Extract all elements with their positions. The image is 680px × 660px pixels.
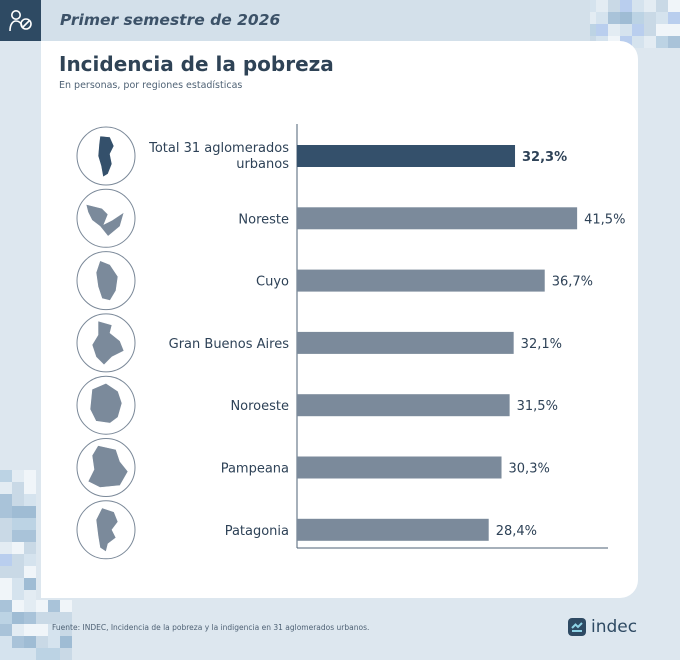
- brand-name: indec: [591, 617, 638, 637]
- footer-source: Fuente: INDEC, Incidencia de la pobreza …: [52, 623, 370, 632]
- region-map-icon: [89, 382, 123, 424]
- period-title: Primer semestre de 2026: [60, 11, 281, 29]
- decorative-mosaic-bottom: [0, 600, 72, 660]
- category-label: Total 31 aglomerados urbanos: [148, 141, 289, 172]
- bar-row: Pampeana 30,3%: [76, 438, 550, 497]
- region-map-icon: [95, 507, 119, 553]
- poverty-topic-icon: [8, 9, 32, 31]
- bar: [297, 331, 514, 354]
- bar: [297, 207, 578, 230]
- value-label: 32,3%: [522, 150, 567, 165]
- category-label: Cuyo: [256, 275, 289, 290]
- indec-brand: indec: [567, 617, 637, 637]
- region-map-icon: [97, 135, 115, 178]
- chart-card: [41, 41, 638, 598]
- value-label: 41,5%: [584, 212, 625, 227]
- region-map-icon: [91, 320, 125, 366]
- region-map-icon: [85, 203, 125, 237]
- bar: [297, 269, 545, 292]
- header-bar: [0, 0, 590, 41]
- value-label: 36,7%: [552, 275, 593, 290]
- bar-row: Cuyo 36,7%: [76, 251, 593, 311]
- decorative-mosaic-left: [0, 470, 36, 614]
- category-label: Noroeste: [230, 399, 289, 414]
- bar-row: Gran Buenos Aires 32,1%: [76, 313, 562, 373]
- chart-title: Incidencia de la pobreza: [59, 52, 334, 76]
- bar-row: Noroeste 31,5%: [76, 375, 558, 435]
- region-map-icon: [87, 445, 129, 488]
- bar-row: Total 31 aglomerados urbanos 32,3%: [76, 126, 567, 186]
- bar-row: Patagonia 28,4%: [76, 500, 537, 560]
- category-label: Gran Buenos Aires: [169, 337, 290, 352]
- category-label: Noreste: [238, 212, 289, 227]
- bar-row: Noreste 41,5%: [76, 188, 625, 248]
- bar: [297, 456, 502, 479]
- value-label: 30,3%: [509, 462, 550, 477]
- region-map-icon: [95, 260, 119, 301]
- chart-subtitle: En personas, por regiones estadísticas: [59, 80, 243, 91]
- value-label: 31,5%: [517, 399, 558, 414]
- value-label: 28,4%: [496, 524, 537, 539]
- bar: [297, 145, 516, 167]
- bar: [297, 394, 510, 417]
- header-logo-badge: [0, 0, 41, 41]
- category-label: Patagonia: [225, 524, 289, 539]
- category-label: Pampeana: [221, 462, 289, 477]
- value-label: 32,1%: [521, 337, 562, 352]
- indec-logo-icon: [568, 618, 586, 636]
- bar: [297, 518, 489, 541]
